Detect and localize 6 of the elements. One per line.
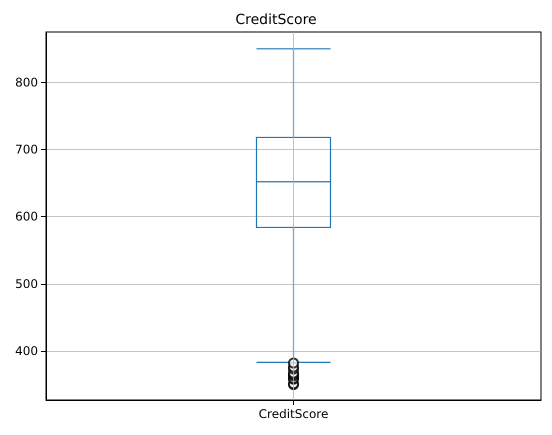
- y-tick-label: 700: [15, 142, 38, 157]
- y-tick-label: 800: [15, 75, 38, 90]
- chart-title: CreditScore: [235, 12, 317, 28]
- y-tick-label: 600: [15, 210, 38, 224]
- y-tick-label: 500: [15, 276, 38, 291]
- y-tick-label: 400: [15, 344, 38, 358]
